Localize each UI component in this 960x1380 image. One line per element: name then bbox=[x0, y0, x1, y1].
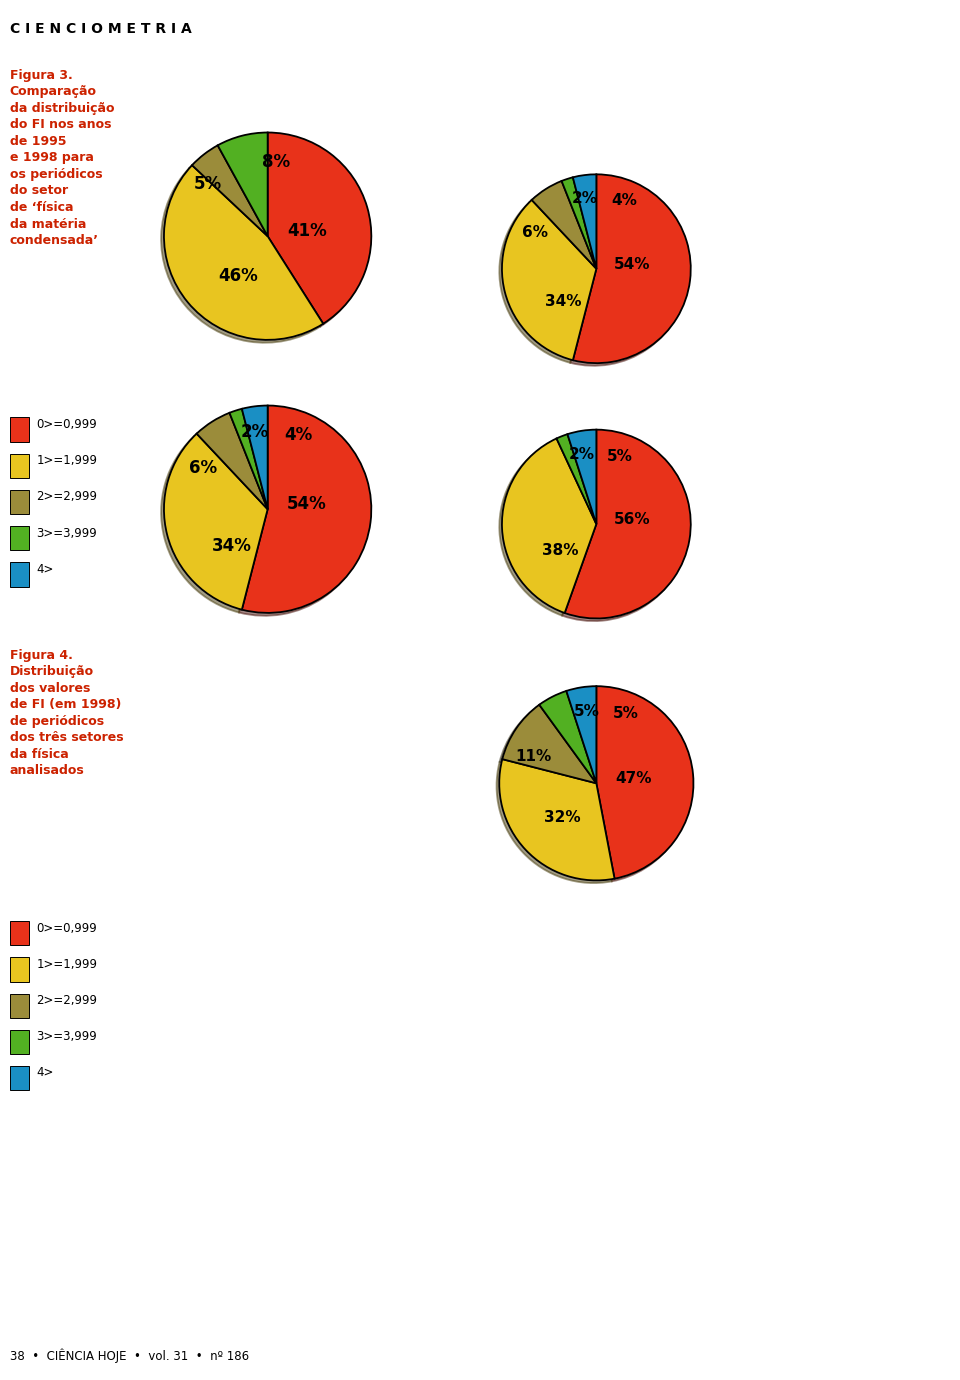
Wedge shape bbox=[502, 200, 596, 360]
Wedge shape bbox=[268, 132, 372, 324]
Text: 4>: 4> bbox=[36, 563, 54, 575]
Text: Figura 4.
Distribuição
dos valores
de FI (em 1998)
de periódicos
dos três setore: Figura 4. Distribuição dos valores de FI… bbox=[10, 649, 123, 777]
Wedge shape bbox=[540, 691, 596, 784]
Bar bbox=[10, 1029, 29, 1054]
Text: 5%: 5% bbox=[607, 448, 633, 464]
Text: 2%: 2% bbox=[569, 447, 595, 462]
Text: 54%: 54% bbox=[614, 257, 651, 272]
Wedge shape bbox=[564, 429, 691, 618]
Text: 56%: 56% bbox=[613, 512, 651, 527]
Bar bbox=[10, 1065, 29, 1090]
Wedge shape bbox=[573, 174, 691, 363]
Bar bbox=[10, 490, 29, 515]
Text: 0>=0,999: 0>=0,999 bbox=[36, 922, 97, 934]
Text: 38  •  CIÊNCIA HOJE  •  vol. 31  •  nº 186: 38 • CIÊNCIA HOJE • vol. 31 • nº 186 bbox=[10, 1348, 249, 1363]
Wedge shape bbox=[242, 406, 268, 509]
Text: 0>=0,999: 0>=0,999 bbox=[36, 418, 97, 431]
Text: Física da matéria condensada: Física da matéria condensada bbox=[696, 164, 943, 179]
Wedge shape bbox=[562, 177, 596, 269]
Wedge shape bbox=[502, 439, 596, 613]
Wedge shape bbox=[164, 433, 268, 610]
Text: 5%: 5% bbox=[612, 707, 638, 720]
Text: 3>=3,999: 3>=3,999 bbox=[36, 527, 97, 540]
Wedge shape bbox=[242, 406, 372, 613]
Text: Figura 3.
Comparação
da distribuição
do FI nos anos
de 1995
e 1998 para
os perió: Figura 3. Comparação da distribuição do … bbox=[10, 69, 114, 247]
Wedge shape bbox=[164, 166, 324, 339]
Bar bbox=[10, 454, 29, 477]
Text: 5%: 5% bbox=[574, 704, 600, 719]
Text: 46%: 46% bbox=[219, 266, 258, 284]
Text: 8%: 8% bbox=[262, 153, 290, 171]
Bar bbox=[10, 418, 29, 442]
Text: 34%: 34% bbox=[545, 294, 582, 309]
Text: 2%: 2% bbox=[572, 192, 598, 207]
Text: 6%: 6% bbox=[189, 458, 217, 476]
Text: 4>: 4> bbox=[36, 1067, 54, 1079]
Text: 1998: 1998 bbox=[370, 386, 420, 406]
Text: 5%: 5% bbox=[194, 175, 222, 193]
Text: Astronomia e astrofísica: Astronomia e astrofísica bbox=[718, 675, 921, 690]
Text: 34%: 34% bbox=[211, 537, 252, 555]
Text: 41%: 41% bbox=[287, 222, 327, 240]
Text: 2>=2,999: 2>=2,999 bbox=[36, 490, 97, 504]
Text: 1995: 1995 bbox=[370, 117, 420, 135]
Text: 11%: 11% bbox=[516, 748, 551, 763]
Text: Física aplicada: Física aplicada bbox=[758, 418, 880, 435]
Text: 47%: 47% bbox=[615, 771, 652, 787]
Wedge shape bbox=[229, 408, 268, 509]
Text: 4%: 4% bbox=[612, 193, 637, 208]
Text: 6%: 6% bbox=[522, 225, 548, 240]
Bar bbox=[10, 922, 29, 945]
Wedge shape bbox=[192, 145, 268, 236]
Wedge shape bbox=[502, 705, 596, 784]
Text: C I E N C I O M E T R I A: C I E N C I O M E T R I A bbox=[10, 22, 191, 36]
Wedge shape bbox=[499, 759, 614, 880]
Bar bbox=[10, 563, 29, 586]
Text: 32%: 32% bbox=[544, 810, 581, 825]
Text: 38%: 38% bbox=[542, 542, 579, 558]
Text: 4%: 4% bbox=[284, 425, 313, 443]
Text: 3>=3,999: 3>=3,999 bbox=[36, 1031, 97, 1043]
Wedge shape bbox=[557, 435, 596, 524]
Wedge shape bbox=[567, 429, 596, 524]
Text: 54%: 54% bbox=[287, 495, 327, 513]
Bar bbox=[10, 994, 29, 1018]
Bar bbox=[10, 958, 29, 981]
Wedge shape bbox=[596, 686, 693, 879]
Text: 1>=1,999: 1>=1,999 bbox=[36, 958, 97, 970]
Wedge shape bbox=[532, 181, 596, 269]
Wedge shape bbox=[573, 174, 596, 269]
Wedge shape bbox=[218, 132, 268, 236]
Text: 2%: 2% bbox=[241, 424, 270, 442]
Wedge shape bbox=[197, 413, 268, 509]
Text: 2>=2,999: 2>=2,999 bbox=[36, 994, 97, 1007]
Wedge shape bbox=[566, 686, 596, 784]
Text: 1>=1,999: 1>=1,999 bbox=[36, 454, 97, 466]
Bar bbox=[10, 526, 29, 551]
